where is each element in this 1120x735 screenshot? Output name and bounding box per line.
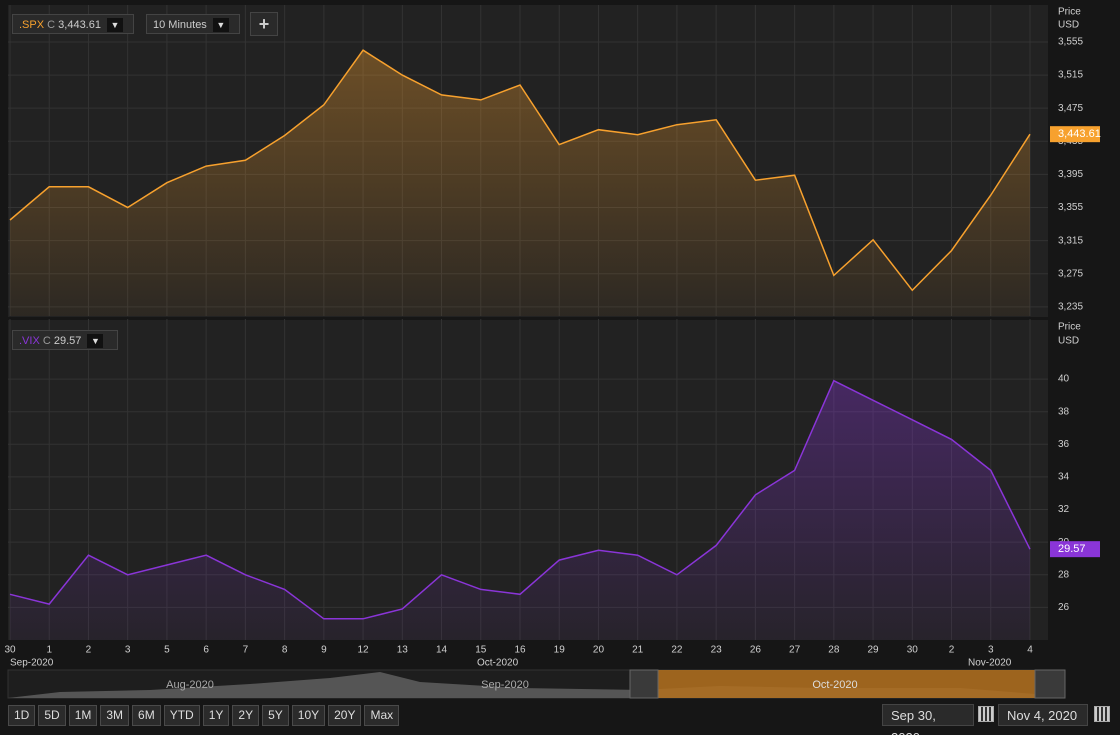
calendar-icon[interactable] bbox=[1094, 706, 1110, 722]
close-flag: C bbox=[47, 19, 56, 31]
range-button[interactable]: YTD bbox=[163, 705, 200, 726]
y-tick-label: 3,315 bbox=[1058, 235, 1083, 246]
interval-selector[interactable]: 10 Minutes ▼ bbox=[146, 14, 240, 34]
dropdown[interactable]: ▼ bbox=[106, 18, 123, 32]
range-button[interactable]: 10Y bbox=[291, 705, 326, 726]
y-tick-label: 3,355 bbox=[1058, 202, 1083, 213]
navigator-label: Aug-2020 bbox=[166, 679, 214, 691]
x-tick-label: 12 bbox=[358, 645, 370, 656]
x-tick-label: 4 bbox=[1027, 645, 1033, 656]
x-tick-label: 9 bbox=[321, 645, 327, 656]
y-axis-unit: USD bbox=[1058, 336, 1079, 347]
x-tick-label: 6 bbox=[203, 645, 209, 656]
last-value-label: 29.57 bbox=[1058, 543, 1086, 555]
x-tick-label: 30 bbox=[4, 645, 16, 656]
y-tick-label: 3,475 bbox=[1058, 103, 1083, 114]
symbol: .SPX bbox=[19, 19, 45, 31]
x-tick-label: 2 bbox=[86, 645, 92, 656]
symbol-selector[interactable]: .SPX C 3,443.61 ▼ bbox=[12, 14, 134, 34]
last-value-label: 3,443.61 bbox=[1058, 128, 1101, 140]
y-tick-label: 3,515 bbox=[1058, 70, 1083, 81]
x-tick-label: 19 bbox=[554, 645, 566, 656]
x-tick-label: 15 bbox=[475, 645, 487, 656]
range-button[interactable]: 3M bbox=[100, 705, 130, 726]
dropdown[interactable]: ▼ bbox=[212, 18, 229, 32]
calendar-icon[interactable] bbox=[978, 706, 994, 722]
range-buttons: 1D 5D 1M 3M 6M YTD 1Y 2Y 5Y 10Y 20Y Max bbox=[8, 705, 400, 726]
area bbox=[10, 50, 1030, 316]
y-tick-label: 3,235 bbox=[1058, 302, 1083, 313]
x-tick-label: 27 bbox=[789, 645, 801, 656]
x-tick-label: 1 bbox=[46, 645, 52, 656]
price: 29.57 bbox=[53, 335, 82, 347]
x-tick-label: 7 bbox=[243, 645, 249, 656]
x-tick-label: 16 bbox=[514, 645, 526, 656]
y-axis-label: Price bbox=[1058, 7, 1081, 18]
x-tick-label: 28 bbox=[828, 645, 840, 656]
x-tick-label: 3 bbox=[988, 645, 994, 656]
close-flag: C bbox=[42, 335, 51, 347]
range-button[interactable]: 5D bbox=[38, 705, 66, 726]
x-tick-label: 8 bbox=[282, 645, 288, 656]
x-tick-label: 26 bbox=[750, 645, 762, 656]
y-tick-label: 34 bbox=[1058, 472, 1070, 483]
range-button[interactable]: Max bbox=[364, 705, 400, 726]
navigator-handle[interactable] bbox=[629, 669, 659, 699]
line bbox=[9, 49, 1031, 292]
y-tick-label: 26 bbox=[1058, 602, 1070, 613]
range-button[interactable]: 1Y bbox=[202, 705, 230, 726]
x-tick-label: 13 bbox=[397, 645, 409, 656]
navigator-selection[interactable] bbox=[655, 670, 1035, 698]
navigator-label: Sep-2020 bbox=[481, 679, 529, 691]
y-tick-label: 3,395 bbox=[1058, 169, 1083, 180]
line bbox=[9, 379, 1031, 620]
range-button[interactable]: 5Y bbox=[262, 705, 289, 726]
last-value-tag bbox=[1050, 541, 1100, 558]
start-date[interactable]: Sep 30, 2020 bbox=[882, 704, 974, 735]
add-button[interactable]: + bbox=[250, 12, 278, 36]
y-tick-label: 3,555 bbox=[1058, 37, 1083, 48]
x-tick-label: 20 bbox=[593, 645, 605, 656]
dropdown[interactable]: ▼ bbox=[87, 334, 104, 348]
range-button[interactable]: 1D bbox=[8, 705, 36, 726]
x-tick-label: 5 bbox=[164, 645, 170, 656]
range-button[interactable]: 2Y bbox=[232, 705, 260, 726]
y-axis-label: Price bbox=[1058, 322, 1081, 333]
y-axis-unit: USD bbox=[1058, 20, 1079, 31]
x-tick-label: 14 bbox=[436, 645, 448, 656]
range-button[interactable]: 1M bbox=[68, 705, 98, 726]
range-button[interactable]: 6M bbox=[132, 705, 161, 726]
symbol: .VIX bbox=[19, 335, 40, 347]
y-tick-label: 28 bbox=[1058, 569, 1070, 580]
x-tick-label: 2 bbox=[949, 645, 955, 656]
end-date[interactable]: Nov 4, 2020 bbox=[998, 704, 1088, 726]
x-tick-label: 29 bbox=[868, 645, 880, 656]
x-tick-label: 3 bbox=[125, 645, 131, 656]
x-tick-label: 21 bbox=[632, 645, 644, 656]
month-label: Oct-2020 bbox=[477, 658, 519, 669]
month-label: Sep-2020 bbox=[10, 658, 54, 669]
range-button[interactable]: 20Y bbox=[328, 705, 362, 726]
month-label: Nov-2020 bbox=[968, 658, 1012, 669]
y-tick-label: 3,275 bbox=[1058, 268, 1083, 279]
area bbox=[10, 380, 1030, 640]
last-value-tag bbox=[1050, 126, 1100, 143]
y-tick-label: 38 bbox=[1058, 406, 1070, 417]
x-tick-label: 30 bbox=[907, 645, 919, 656]
interval: 10 Minutes bbox=[153, 19, 207, 31]
y-tick-label: 36 bbox=[1058, 439, 1070, 450]
navigator-handle[interactable] bbox=[1034, 669, 1066, 699]
price: 3,443.61 bbox=[58, 19, 101, 31]
symbol-selector[interactable]: .VIX C 29.57 ▼ bbox=[12, 330, 118, 350]
y-tick-label: 32 bbox=[1058, 504, 1070, 515]
navigator-label: Oct-2020 bbox=[812, 679, 857, 691]
x-tick-label: 23 bbox=[711, 645, 723, 656]
y-tick-label: 40 bbox=[1058, 374, 1070, 385]
x-tick-label: 22 bbox=[671, 645, 683, 656]
